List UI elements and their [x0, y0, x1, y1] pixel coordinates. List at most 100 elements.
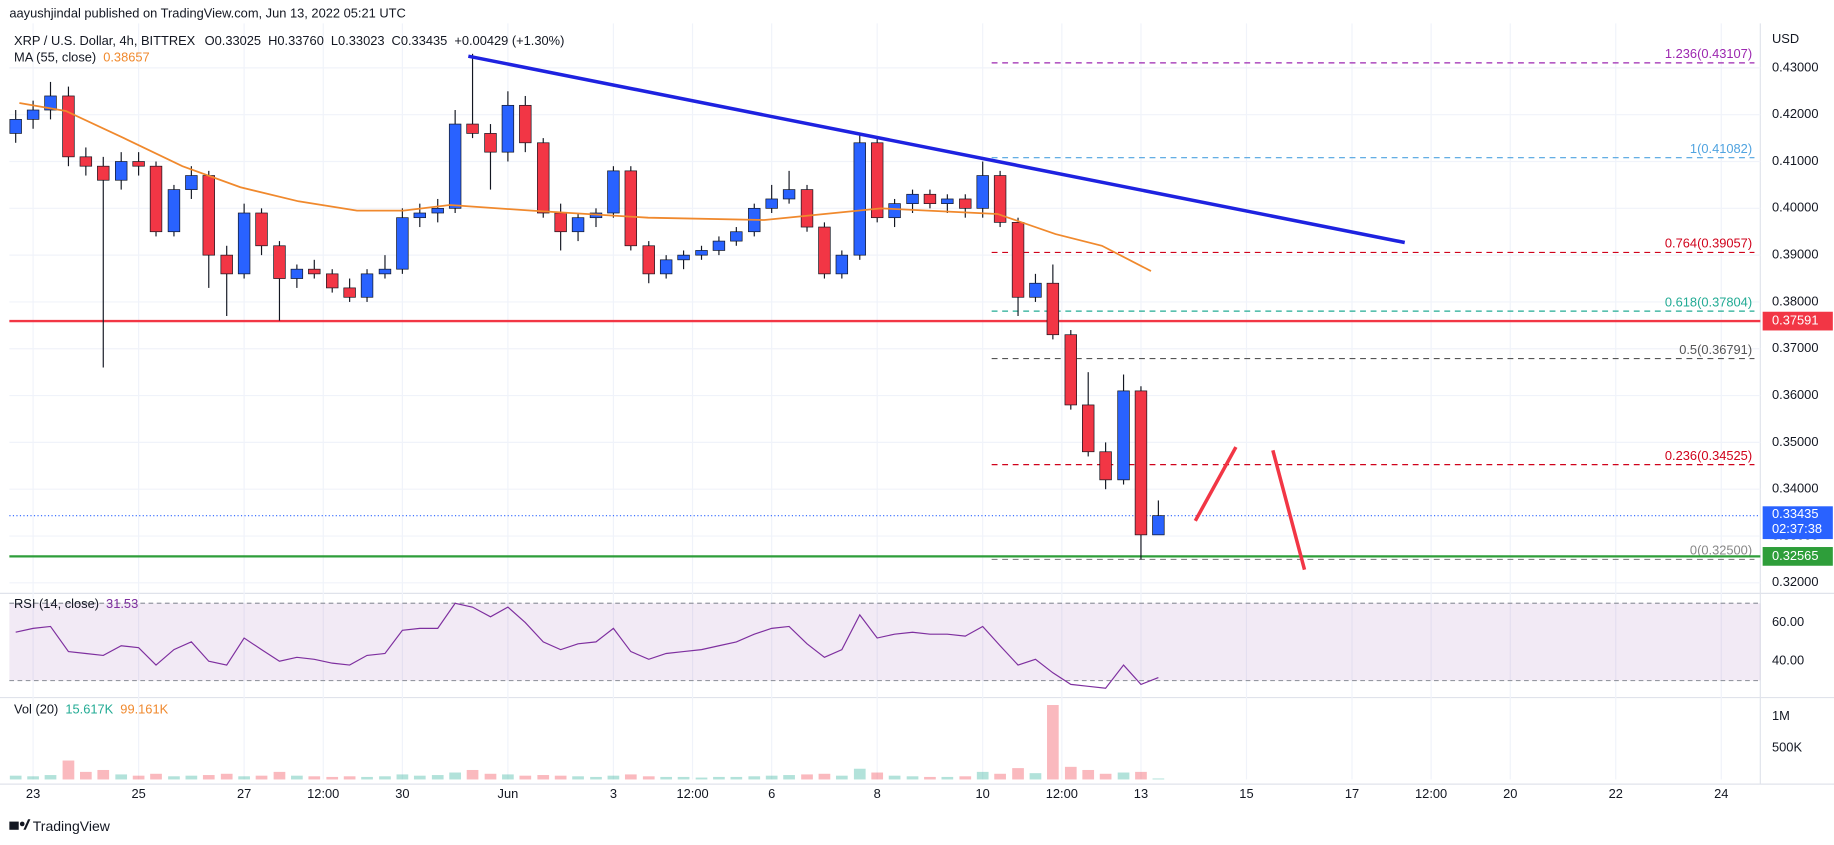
volume-bar [906, 776, 919, 780]
legend-symbol: XRP / U.S. Dollar, 4h, BITTREX O0.33025 H0… [14, 34, 564, 49]
x-tick-label: 15 [1239, 786, 1253, 801]
volume-bar [924, 776, 936, 780]
y-tick-label: 0.35000 [1772, 434, 1818, 449]
x-tick-label: 23 [26, 786, 40, 801]
candle-body [959, 198, 972, 209]
fib-label: 1.236(0.43107) [1665, 46, 1752, 61]
candle-body [1064, 334, 1077, 406]
candle-body [1099, 451, 1112, 481]
volume-bar [431, 775, 444, 780]
volume-bar [97, 769, 110, 780]
volume-bar [291, 775, 303, 780]
volume-bar [1099, 773, 1112, 780]
candle-body [765, 198, 778, 209]
volume-bar [959, 776, 972, 780]
volume-bar [818, 773, 831, 780]
volume-bar [1135, 771, 1147, 780]
candle-body [1046, 282, 1060, 336]
x-tick-label: 30 [395, 786, 409, 801]
volume-bar [185, 775, 198, 780]
candle-body [941, 198, 954, 204]
x-tick-label: 12:00 [307, 786, 339, 801]
rsi-label: RSI (14, close) [14, 596, 99, 611]
x-tick-label: 6 [768, 786, 775, 801]
candle-body [62, 95, 75, 158]
footer: TradingView [33, 818, 111, 834]
y-tick-label: 0.42000 [1772, 106, 1818, 121]
x-tick-label: 3 [610, 786, 617, 801]
footer-logo [9, 819, 31, 830]
fib-label: 0(0.32500) [1690, 543, 1752, 558]
candle-body [607, 170, 620, 214]
price-badge-label: 0.32565 [1772, 548, 1818, 563]
candle-body [343, 287, 356, 298]
legend-vol: Vol (20) 15.617K 99.161K [14, 702, 169, 717]
rsi-band [9, 603, 1761, 681]
volume-bar [748, 776, 761, 780]
x-tick-label: 12:00 [676, 786, 708, 801]
candle-body [782, 189, 796, 200]
volume-bar [730, 776, 743, 780]
candle-body [149, 165, 163, 233]
countdown: 02:37:38 [1772, 521, 1822, 536]
x-tick-label: 12:00 [1415, 786, 1447, 801]
candle-body [870, 142, 884, 219]
price-badge [1762, 311, 1833, 331]
volume-bar [607, 775, 620, 780]
x-tick-label: Jun [498, 786, 519, 801]
candle-body [818, 226, 831, 275]
fib-label: 0.764(0.39057) [1665, 236, 1752, 251]
vol-ma-value: 99.161K [120, 702, 168, 717]
projection-line [1271, 449, 1307, 571]
rsi-value: 31.53 [106, 596, 138, 611]
ohlc: L0.33023 [331, 34, 385, 49]
candle-body [537, 142, 550, 214]
rsi-tick-label: 40.00 [1772, 653, 1804, 668]
volume-bar [660, 776, 673, 780]
volume-bar [396, 774, 409, 780]
price-badge-label: 0.33435 [1772, 506, 1818, 521]
y-tick-label: 0.40000 [1772, 200, 1818, 215]
ma-label: MA (55, close) [14, 50, 96, 65]
candle-body [26, 109, 40, 120]
volume-bar [1082, 769, 1095, 780]
candle-body [273, 245, 286, 279]
volume-bar [502, 774, 514, 780]
volume-bar [554, 775, 567, 780]
candle-body [923, 193, 937, 204]
volume-bar [783, 775, 795, 780]
candle-body [888, 203, 901, 219]
fib-label: 0.618(0.37804) [1665, 294, 1752, 309]
volume-bar [941, 776, 954, 780]
candle-body [906, 193, 919, 204]
y-tick-label: 0.34000 [1772, 481, 1818, 496]
candle-body [114, 161, 128, 181]
volume-bar [519, 775, 532, 780]
candle-body [800, 189, 814, 228]
candle-body [466, 123, 479, 134]
candle-body [132, 161, 145, 167]
volume-bar [361, 776, 373, 780]
candle-body [624, 170, 638, 247]
volume-bar [801, 774, 813, 780]
volume-bar [1012, 768, 1024, 780]
candle-body [185, 175, 198, 190]
x-tick-label: 8 [874, 786, 881, 801]
legend-rsi: RSI (14, close) 31.53 [14, 596, 138, 611]
y-tick-label: 0.37000 [1772, 340, 1818, 355]
ohlc: C0.33435 [392, 34, 448, 49]
volume-bar [537, 775, 550, 780]
candle-body [9, 119, 22, 134]
fib-label: 1(0.41082) [1690, 141, 1752, 156]
volume-bar [677, 776, 690, 780]
y-tick-label: 0.39000 [1772, 247, 1818, 262]
candle-body [79, 156, 93, 167]
volume-bar [994, 773, 1006, 780]
candle-body [642, 245, 655, 275]
price-badge-label: 0.37591 [1772, 313, 1818, 328]
vol-value: 15.617K [65, 702, 113, 717]
ohlc: O0.33025 [205, 34, 261, 49]
candle-body [360, 273, 374, 298]
volume-bar [642, 776, 655, 780]
